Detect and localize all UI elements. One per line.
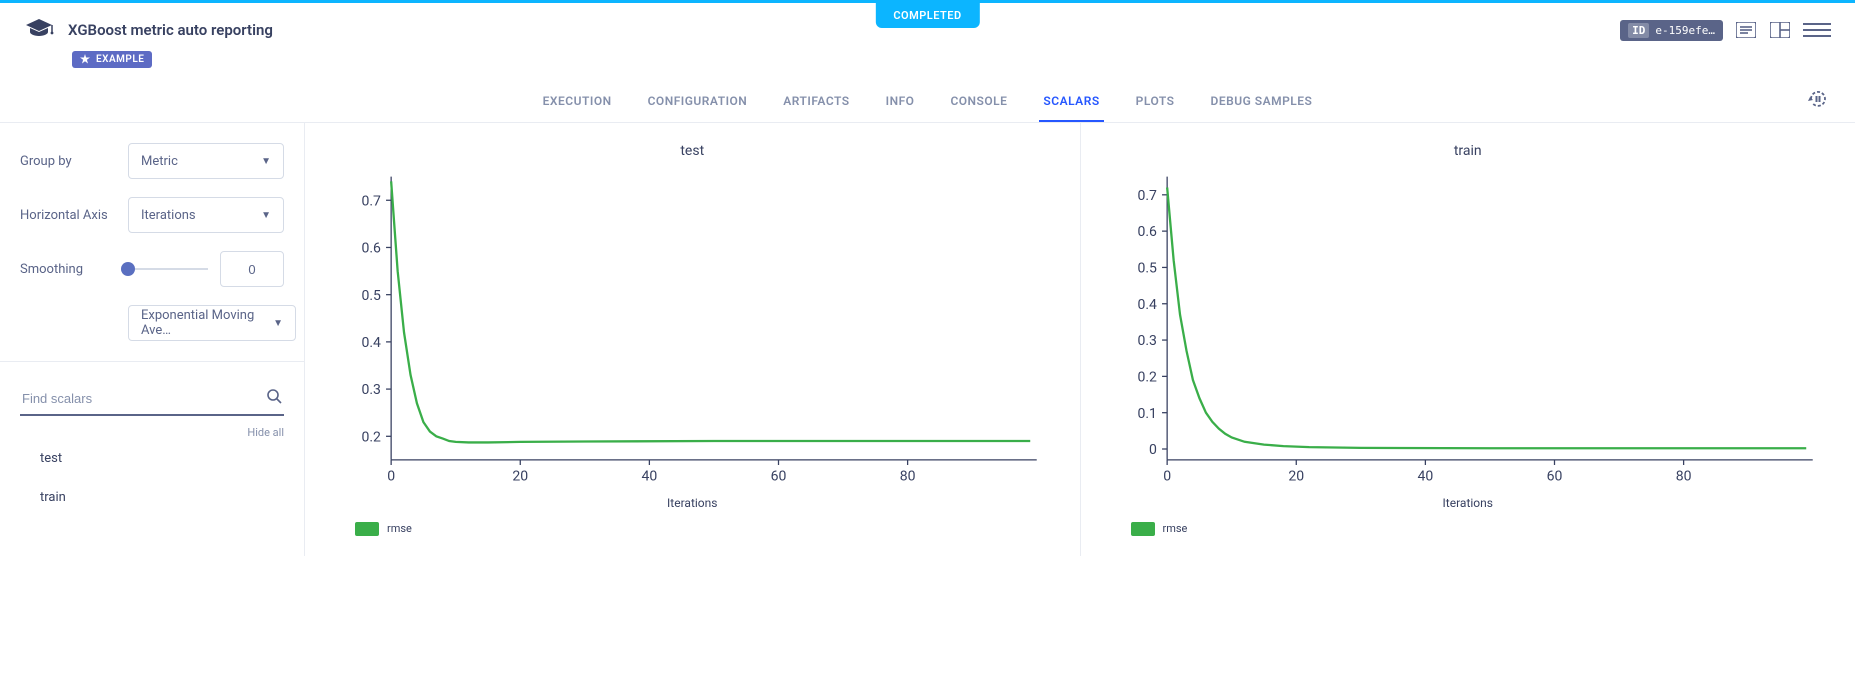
chevron-down-icon: ▼	[273, 318, 283, 329]
svg-text:80: 80	[900, 468, 916, 484]
chart-panel-train: train 0 0.1 0.2 0.3 0.4 0.5 0.6 0.7 0 20 40 60 80 It…	[1081, 123, 1855, 556]
scalar-item-test[interactable]: test	[20, 439, 284, 478]
tab-configuration[interactable]: CONFIGURATION	[644, 82, 752, 122]
chart-legend: rmse	[355, 522, 1050, 536]
sidebar: Group by Metric ▼ Horizontal Axis Iterat…	[0, 123, 305, 556]
svg-text:0.6: 0.6	[361, 241, 381, 257]
tab-plots[interactable]: PLOTS	[1132, 82, 1179, 122]
chart-train: 0 0.1 0.2 0.3 0.4 0.5 0.6 0.7 0 20 40 60 80	[1111, 169, 1826, 488]
example-tag: EXAMPLE	[72, 51, 152, 68]
smoothing-type-select[interactable]: Exponential Moving Ave… ▼	[128, 305, 296, 341]
svg-text:0: 0	[1149, 442, 1157, 458]
experiment-id-value: e-159efe…	[1655, 24, 1715, 37]
smoothing-slider-thumb[interactable]	[121, 262, 135, 276]
status-badge: COMPLETED	[875, 3, 979, 28]
x-axis-label: Iterations	[335, 496, 1050, 510]
svg-text:0.7: 0.7	[1137, 188, 1157, 204]
details-icon[interactable]	[1735, 19, 1757, 41]
tab-info[interactable]: INFO	[882, 82, 919, 122]
experiment-id-chip[interactable]: ID e-159efe…	[1620, 20, 1723, 41]
tab-console[interactable]: CONSOLE	[946, 82, 1011, 122]
legend-label: rmse	[387, 522, 412, 535]
svg-text:80: 80	[1675, 468, 1691, 484]
svg-text:40: 40	[1417, 468, 1433, 484]
menu-icon[interactable]	[1803, 19, 1831, 41]
tab-debug-samples[interactable]: DEBUG SAMPLES	[1207, 82, 1317, 122]
svg-text:20: 20	[1288, 468, 1304, 484]
svg-text:0.4: 0.4	[1137, 297, 1157, 313]
svg-text:40: 40	[641, 468, 657, 484]
svg-text:0.2: 0.2	[1137, 369, 1157, 385]
tab-scalars[interactable]: SCALARS	[1039, 82, 1103, 122]
group-by-value: Metric	[141, 154, 178, 169]
svg-text:0: 0	[387, 468, 395, 484]
svg-text:0.5: 0.5	[1137, 261, 1157, 277]
chevron-down-icon: ▼	[261, 210, 271, 221]
horizontal-axis-select[interactable]: Iterations ▼	[128, 197, 284, 233]
svg-text:60: 60	[771, 468, 787, 484]
search-scalars-input[interactable]	[22, 391, 266, 406]
experiment-title: XGBoost metric auto reporting	[68, 21, 273, 39]
hide-all-link[interactable]: Hide all	[20, 426, 284, 439]
chart-test: 0.2 0.3 0.4 0.5 0.6 0.7 0 20 40 60 80	[335, 169, 1050, 488]
svg-text:0.4: 0.4	[361, 335, 381, 351]
search-icon[interactable]	[266, 388, 282, 408]
chevron-down-icon: ▼	[261, 156, 271, 167]
svg-text:0.7: 0.7	[361, 193, 381, 209]
tab-execution[interactable]: EXECUTION	[539, 82, 616, 122]
graduation-cap-icon	[24, 17, 54, 43]
x-axis-label: Iterations	[1111, 496, 1826, 510]
svg-text:0.2: 0.2	[361, 429, 381, 445]
smoothing-slider[interactable]	[128, 268, 208, 270]
svg-text:0.3: 0.3	[361, 382, 380, 398]
svg-text:0.6: 0.6	[1137, 224, 1157, 240]
svg-text:20: 20	[512, 468, 528, 484]
chart-title: train	[1111, 143, 1826, 159]
layout-icon[interactable]	[1769, 19, 1791, 41]
svg-text:0.3: 0.3	[1137, 333, 1156, 349]
legend-swatch	[1131, 522, 1155, 536]
svg-text:0.5: 0.5	[361, 288, 381, 304]
smoothing-label: Smoothing	[20, 262, 116, 277]
smoothing-input[interactable]	[220, 251, 284, 287]
smoothing-type-value: Exponential Moving Ave…	[141, 308, 273, 338]
horizontal-axis-value: Iterations	[141, 208, 196, 223]
horizontal-axis-label: Horizontal Axis	[20, 208, 116, 223]
tab-artifacts[interactable]: ARTIFACTS	[779, 82, 853, 122]
group-by-select[interactable]: Metric ▼	[128, 143, 284, 179]
refresh-icon[interactable]	[1805, 86, 1831, 112]
svg-text:60: 60	[1546, 468, 1562, 484]
tabs-bar: EXECUTION CONFIGURATION ARTIFACTS INFO CONSO…	[539, 82, 1317, 122]
chart-panel-test: test 0.2 0.3 0.4 0.5 0.6 0.7 0 20 40 60 80 Iterati…	[305, 123, 1081, 556]
chart-title: test	[335, 143, 1050, 159]
chart-legend: rmse	[1131, 522, 1826, 536]
legend-label: rmse	[1163, 522, 1188, 535]
id-label: ID	[1628, 23, 1649, 38]
scalar-item-train[interactable]: train	[20, 478, 284, 517]
svg-text:0.1: 0.1	[1137, 406, 1156, 422]
group-by-label: Group by	[20, 154, 116, 169]
svg-text:0: 0	[1163, 468, 1171, 484]
example-tag-label: EXAMPLE	[96, 54, 144, 65]
legend-swatch	[355, 522, 379, 536]
